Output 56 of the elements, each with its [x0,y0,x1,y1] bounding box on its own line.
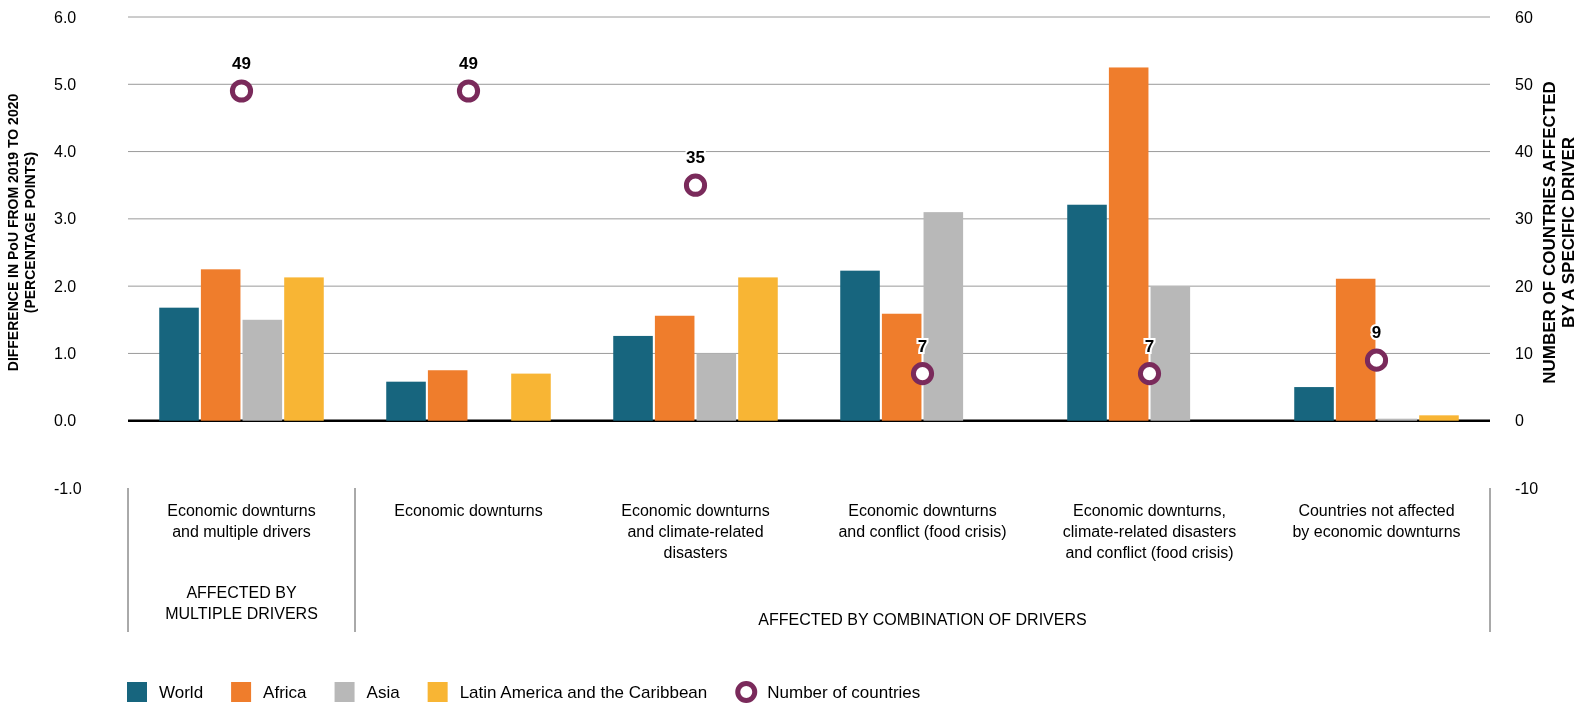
bar [696,353,737,421]
data-label: 49 [232,54,251,74]
y-tick-label: 3.0 [54,210,77,228]
y2-tick-label: 60 [1515,8,1533,26]
text: AFFECTED BY COMBINATION OF DRIVERS [758,611,1087,628]
legend-label: Latin America and the Caribbean [459,683,708,702]
y-axis-title: DIFFERENCE IN PoU FROM 2019 TO 2020 (PERCENTAGE POINTS) [5,93,38,372]
y2-tick-label: 30 [1515,210,1533,228]
point [229,79,254,103]
y-tick-label: 4.0 [54,143,77,161]
legend-label: Asia [366,683,401,702]
x-tick-label: Economic downturns [394,502,543,519]
bar [840,270,880,421]
x-tick-label: Economic downturns and conflict (food crisis) [838,502,1007,540]
y-tick-label: -1.0 [54,479,82,497]
point [456,79,481,103]
y-tick-label: 0.0 [54,412,77,430]
x-tick-label: Economic downturns and climate-related disasters [621,502,770,561]
point [1364,348,1389,372]
bar [1377,418,1418,421]
bar [386,381,426,421]
y2-tick-label: 20 [1515,277,1533,295]
bar [200,269,241,421]
y2-tick-label: -10 [1515,479,1539,497]
bar [511,373,551,421]
legend-label: Africa [263,683,308,702]
bar [654,315,695,421]
legend-label: World [159,683,204,702]
text: AFFECTED BY MULTIPLE DRIVERS [165,584,318,622]
point [683,173,708,197]
y2-tick-label: 10 [1515,345,1533,363]
y2-tick-label: 0 [1515,412,1524,430]
y-tick-label: 5.0 [54,75,77,93]
data-label: 35 [686,148,705,168]
point [1137,362,1162,386]
y-tick-label: 6.0 [54,8,77,26]
bar [242,319,283,421]
bar [427,370,468,421]
bar [613,335,653,421]
legend-label: Number of countries [767,683,921,702]
x-tick-label: Economic downturns, climate-related disasters and conflict (food crisis) [1062,502,1237,561]
x-tick-label: Economic downturns and multiple drivers [167,502,316,540]
data-label: 49 [459,54,478,74]
bar [1067,204,1107,421]
y-tick-label: 1.0 [54,345,77,363]
bar [1419,415,1459,421]
bar [159,307,199,421]
y2-tick-label: 50 [1515,75,1533,93]
bar [1294,387,1334,421]
bar [738,277,778,421]
y2-axis-title: NUMBER OF COUNTRIES AFFECTED BY A SPECIFIC DRIVER [1540,81,1578,384]
x-tick-label: Countries not affected by economic downturns [1292,502,1461,540]
y2-tick-label: 40 [1515,143,1533,161]
bar [284,277,324,421]
y-tick-label: 2.0 [54,277,77,295]
point [910,362,935,386]
